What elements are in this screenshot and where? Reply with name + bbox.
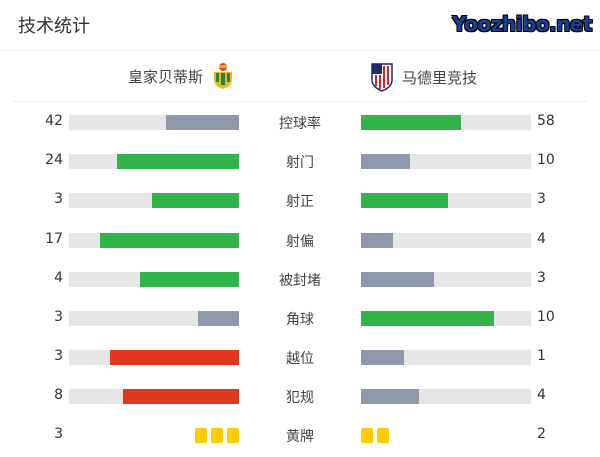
stat-label: 黄牌 — [286, 429, 314, 445]
home-bar — [69, 350, 239, 366]
away-bar-fill — [361, 193, 448, 209]
away-bar — [361, 154, 531, 170]
yellow-card-icon — [195, 428, 207, 443]
stat-row: 24 射门 10 — [0, 151, 600, 171]
stat-label: 射门 — [286, 155, 314, 172]
away-bar — [361, 115, 531, 130]
away-value: 10 — [537, 309, 555, 325]
away-bar-fill — [361, 350, 404, 366]
stat-label: 越位 — [286, 351, 314, 368]
home-bar — [69, 389, 239, 405]
yellow-card-icon — [377, 428, 389, 443]
away-cards — [361, 428, 389, 443]
away-bar — [361, 389, 531, 405]
away-team: 马德里竞技 — [370, 62, 477, 92]
away-bar — [361, 232, 531, 248]
home-value: 3 — [54, 309, 63, 325]
divider — [12, 101, 588, 102]
home-bar — [69, 232, 239, 248]
away-bar — [361, 193, 531, 209]
stat-row-yellow-cards: 3 黄牌 2 — [0, 425, 600, 445]
away-bar-fill — [361, 311, 494, 326]
divider — [0, 50, 600, 51]
stat-row: 8 犯规 4 — [0, 386, 600, 406]
stat-label: 角球 — [286, 312, 314, 328]
home-bar-fill — [140, 271, 239, 287]
home-bar-fill — [99, 232, 239, 248]
watermark: Yoozhibo.net — [452, 12, 592, 36]
away-value: 10 — [537, 152, 555, 169]
away-value: 1 — [537, 348, 546, 365]
home-bar — [69, 311, 239, 326]
stat-label: 控球率 — [279, 116, 321, 132]
yellow-card-icon — [211, 428, 223, 443]
stat-label: 犯规 — [286, 390, 314, 407]
home-value: 4 — [54, 269, 63, 286]
stat-label: 被封堵 — [279, 272, 321, 289]
away-bar-fill — [361, 389, 419, 405]
away-bar — [361, 271, 531, 287]
away-value: 58 — [537, 113, 555, 129]
away-team-name: 马德里竞技 — [402, 68, 478, 87]
atletico-madrid-crest-icon — [371, 63, 393, 92]
home-bar-fill — [116, 154, 239, 170]
yellow-card-icon — [361, 428, 373, 443]
home-cards — [195, 428, 239, 443]
home-value: 3 — [54, 426, 63, 442]
home-bar — [69, 115, 239, 130]
real-betis-crest-icon — [214, 63, 233, 89]
home-value: 3 — [54, 348, 63, 365]
away-value: 3 — [537, 269, 546, 286]
home-bar — [69, 154, 239, 170]
home-value: 8 — [54, 387, 63, 404]
away-bar-fill — [361, 271, 435, 287]
home-value: 24 — [45, 152, 63, 169]
stat-row: 3 射正 3 — [0, 190, 600, 210]
page-title: 技术统计 — [18, 16, 90, 37]
yellow-card-icon — [227, 428, 239, 443]
home-team-name: 皇家贝蒂斯 — [128, 67, 204, 86]
home-bar — [69, 193, 239, 209]
stat-row: 17 射偏 4 — [0, 230, 600, 250]
away-bar-fill — [361, 232, 394, 248]
stat-row: 42 控球率 58 — [0, 112, 600, 132]
home-team: 皇家贝蒂斯 — [128, 62, 235, 90]
home-bar — [69, 271, 239, 287]
home-bar-fill — [152, 193, 239, 209]
home-bar-fill — [123, 389, 239, 405]
away-bar — [361, 311, 531, 326]
stat-row: 3 角球 10 — [0, 308, 600, 328]
home-value: 3 — [54, 191, 63, 208]
stat-label: 射正 — [286, 194, 314, 211]
home-bar-fill — [165, 115, 239, 130]
away-value: 4 — [537, 387, 546, 404]
away-value: 2 — [537, 426, 546, 442]
away-bar — [361, 350, 531, 366]
away-bar-fill — [361, 115, 462, 130]
home-bar-fill — [198, 311, 239, 326]
away-bar-fill — [361, 154, 411, 170]
stat-row: 4 被封堵 3 — [0, 269, 600, 289]
away-value: 3 — [537, 191, 546, 208]
away-value: 4 — [537, 230, 546, 247]
stat-label: 射偏 — [286, 233, 314, 250]
home-bar-fill — [109, 350, 239, 366]
stat-row: 3 越位 1 — [0, 347, 600, 367]
home-value: 42 — [45, 113, 63, 129]
home-value: 17 — [45, 230, 63, 247]
